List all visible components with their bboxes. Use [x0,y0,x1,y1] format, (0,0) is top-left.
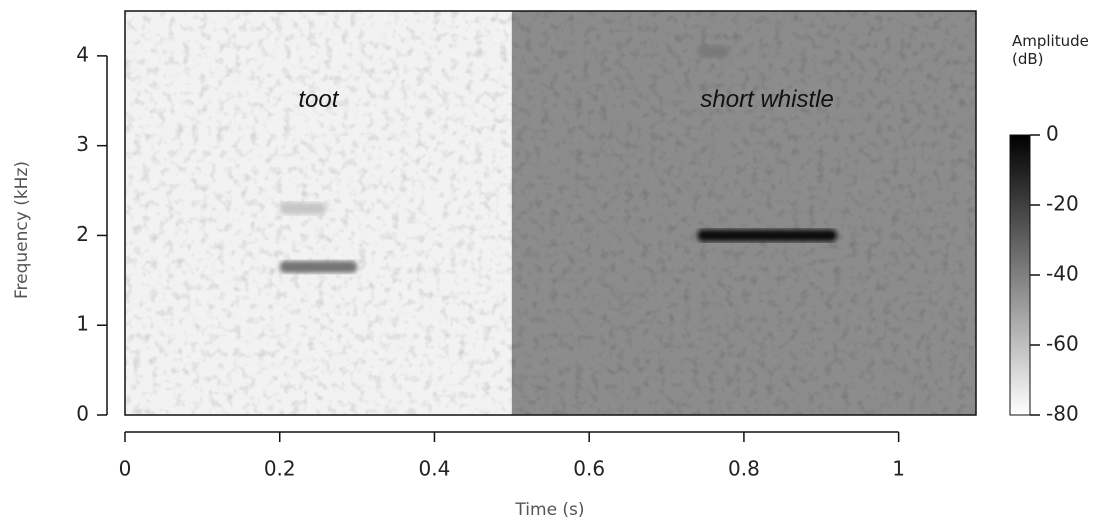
y-tick-label: 3 [76,132,89,156]
x-tick-label: 0.8 [728,457,760,481]
colorbar-tick-label: -80 [1046,402,1079,426]
annotation: short whistle [700,86,833,113]
x-tick-label: 0.4 [419,457,451,481]
colorbar-tick-label: -60 [1046,332,1079,356]
y-tick-label: 4 [76,42,89,66]
x-tick-label: 1 [892,457,905,481]
call [697,45,729,58]
colorbar [1009,134,1031,416]
colorbar-title: Amplitude (dB) [1012,32,1089,68]
annotation: toot [298,86,339,113]
y-tick-label: 2 [76,222,89,246]
y-tick-label: 0 [76,402,89,426]
x-tick-label: 0 [119,457,132,481]
x-axis-title: Time (s) [514,500,584,520]
call [279,260,358,273]
noise-texture [125,11,976,415]
colorbar-tick-label: -40 [1046,262,1079,286]
colorbar-tick-label: 0 [1046,122,1059,146]
x-tick-label: 0.2 [264,457,296,481]
plot-border [124,10,977,416]
colorbar-tick-label: -20 [1046,192,1079,216]
x-tick-label: 0.6 [573,457,605,481]
call [279,202,327,215]
spectrogram [125,11,976,415]
call [697,229,837,242]
y-axis-title: Frequency (kHz) [12,161,32,299]
y-tick-label: 1 [76,312,89,336]
